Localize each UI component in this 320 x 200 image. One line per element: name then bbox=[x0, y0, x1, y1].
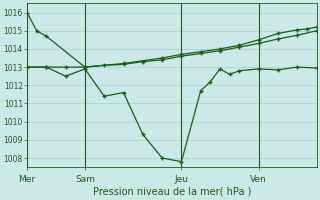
X-axis label: Pression niveau de la mer( hPa ): Pression niveau de la mer( hPa ) bbox=[92, 187, 251, 197]
